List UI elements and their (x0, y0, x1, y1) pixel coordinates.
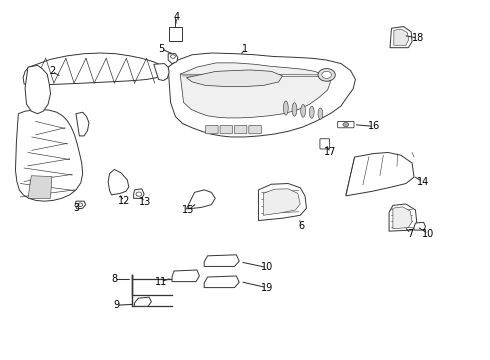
Polygon shape (414, 222, 425, 230)
Polygon shape (346, 153, 414, 196)
Polygon shape (393, 207, 412, 229)
Polygon shape (154, 64, 169, 81)
Polygon shape (186, 70, 282, 86)
Polygon shape (76, 112, 89, 136)
Text: 11: 11 (155, 276, 167, 287)
Text: 10: 10 (422, 229, 435, 239)
Circle shape (343, 122, 349, 127)
Circle shape (318, 68, 335, 81)
Polygon shape (23, 53, 166, 85)
Ellipse shape (318, 108, 323, 119)
Circle shape (322, 71, 331, 78)
Text: 16: 16 (368, 121, 380, 131)
Polygon shape (204, 276, 239, 288)
Polygon shape (180, 63, 330, 118)
Polygon shape (168, 53, 355, 137)
Polygon shape (28, 176, 52, 198)
Text: 14: 14 (416, 177, 429, 187)
Text: 8: 8 (111, 274, 118, 284)
FancyBboxPatch shape (206, 125, 218, 134)
Text: 6: 6 (298, 221, 305, 231)
Text: 15: 15 (182, 205, 195, 215)
Polygon shape (16, 109, 83, 201)
Text: 2: 2 (49, 66, 55, 76)
Text: 17: 17 (324, 148, 337, 157)
Text: 3: 3 (73, 203, 79, 213)
Text: 10: 10 (261, 262, 273, 273)
Circle shape (136, 192, 142, 196)
Text: 7: 7 (408, 229, 414, 239)
FancyBboxPatch shape (320, 139, 329, 149)
Ellipse shape (309, 106, 314, 118)
Polygon shape (168, 54, 178, 64)
Polygon shape (169, 27, 182, 41)
Text: 9: 9 (113, 300, 120, 310)
Polygon shape (186, 190, 215, 209)
Circle shape (171, 55, 175, 58)
Polygon shape (75, 201, 86, 209)
Text: 5: 5 (158, 44, 164, 54)
Ellipse shape (301, 104, 305, 117)
FancyBboxPatch shape (249, 125, 261, 134)
Polygon shape (135, 297, 151, 306)
Ellipse shape (283, 101, 288, 115)
Polygon shape (389, 204, 417, 231)
Polygon shape (172, 270, 199, 282)
Text: 12: 12 (118, 196, 130, 206)
Polygon shape (25, 66, 50, 114)
Polygon shape (390, 27, 412, 48)
Polygon shape (134, 189, 144, 198)
Polygon shape (108, 170, 129, 195)
Text: 1: 1 (242, 44, 248, 54)
Text: 4: 4 (174, 12, 180, 22)
FancyBboxPatch shape (338, 121, 354, 128)
FancyBboxPatch shape (234, 125, 247, 134)
Polygon shape (204, 255, 239, 266)
Text: 19: 19 (261, 283, 273, 293)
Circle shape (78, 203, 83, 207)
Text: 13: 13 (139, 197, 151, 207)
Text: 18: 18 (412, 33, 424, 43)
FancyBboxPatch shape (220, 125, 233, 134)
Polygon shape (394, 29, 409, 45)
Polygon shape (263, 189, 300, 215)
Ellipse shape (292, 103, 297, 116)
Polygon shape (258, 184, 306, 221)
